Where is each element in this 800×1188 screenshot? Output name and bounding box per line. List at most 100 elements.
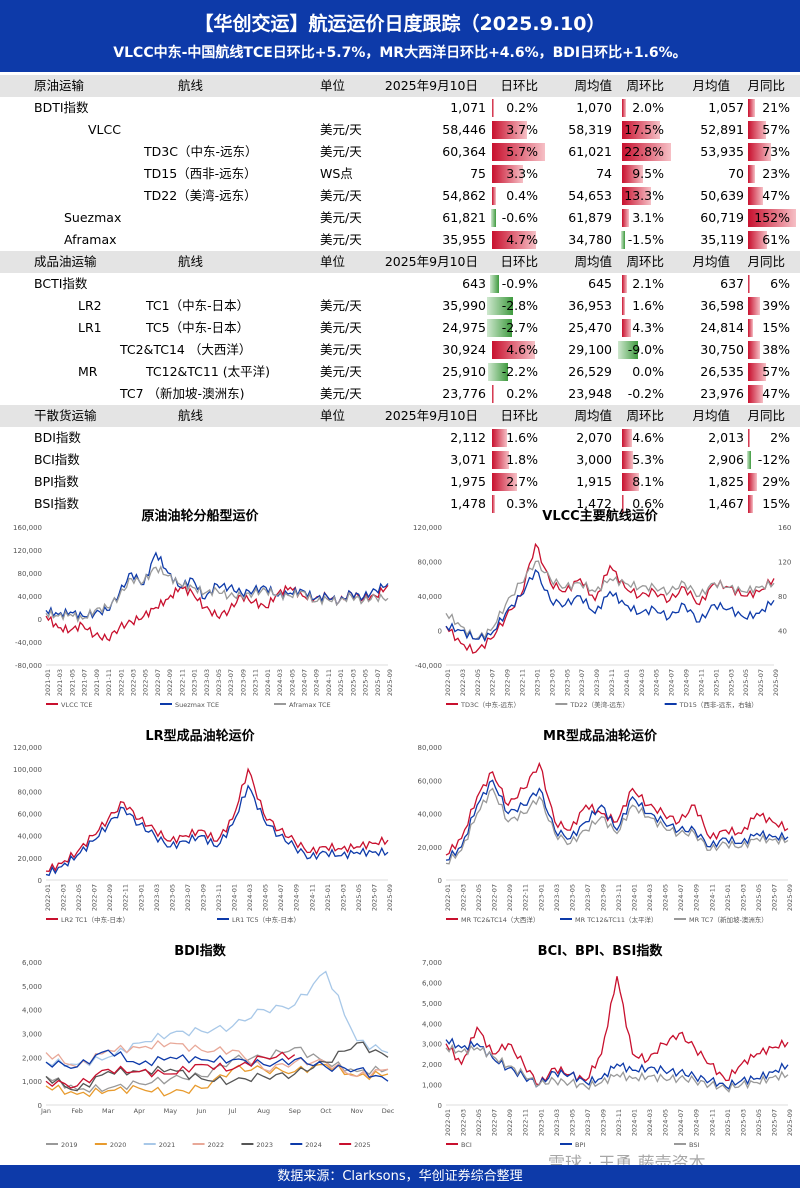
x-tick-label: 2022-05 [75,884,83,911]
cell-value: 1,478 [450,496,486,511]
x-tick-label: 2024-11 [325,669,333,696]
header-cell: 月均值 [692,254,730,269]
header-cell: 2025年9月10日 [384,78,478,93]
cell-dod: 3.3% [506,166,538,181]
cell-dod: 4.6% [506,342,538,357]
cell-week: 25,470 [568,320,612,335]
header-cell: 月同比 [747,78,785,93]
series-line [445,761,789,856]
yoy-bar [748,429,750,447]
cell-value: 54,862 [442,188,486,203]
cell-month: 53,935 [700,144,744,159]
cell-month: 50,639 [700,188,744,203]
y-tick-label: 100,000 [13,766,42,774]
cell-month: 30,750 [700,342,744,357]
wow-bar [622,451,634,469]
x-tick-label: 2021-03 [56,669,64,696]
cell-month: 52,891 [700,122,744,137]
series-line [45,551,389,621]
y-tick-label: 40,000 [418,593,443,601]
y-tick-label: 1,000 [22,1078,42,1086]
x-tick-label: 2022-07 [154,669,162,696]
series-line [45,1049,389,1082]
cell-yoy: 6% [770,276,790,291]
cell-week: 29,100 [568,342,612,357]
cell-yoy: 47% [762,386,790,401]
table-header: 干散货运输 航线 单位 2025年9月10日 日环比 周均值 周环比 月均值 月同比 [0,405,800,427]
x-tick-label: 2023-07 [184,884,192,911]
cell-value: 1,071 [450,100,486,115]
cell-yoy: -12% [757,452,790,467]
cell-dod: 0.4% [506,188,538,203]
x-tick-label: 2022-01 [44,884,52,911]
x-tick-label: 2025-01 [724,1109,732,1136]
yoy-bar [748,363,766,381]
x-tick-label: May [164,1107,178,1115]
x-tick-label: 2022-01 [444,669,452,696]
dod-bar [490,209,497,227]
cell-dod: 3.7% [506,122,538,137]
x-tick-label: 2023-11 [215,884,223,911]
cell-dod: 0.2% [506,100,538,115]
x-tick-label: 2023-03 [153,884,161,911]
cell-yoy: 29% [762,474,790,489]
y-tick-label: 2,000 [22,1054,42,1062]
dod-bar [492,473,518,491]
wow-bar [622,495,624,513]
cell-value: 75 [470,166,486,181]
x-tick-label: 2025-07 [370,884,378,911]
cell-route: TC12&TC11 (太平洋) [146,364,271,379]
dod-bar [487,363,509,381]
dod-bar [492,231,536,249]
x-tick-label: 2023-11 [615,1109,623,1136]
cell-route: TC1（中东-日本） [146,298,250,313]
x-tick-label: 2022-09 [504,669,512,696]
x-tick-label: Oct [320,1107,332,1115]
x-tick-label: 2024-07 [668,669,676,696]
legend-label: BSI [689,1141,699,1149]
x-tick-label: 2022-11 [522,1109,530,1136]
cell-name: LR1 [78,320,102,335]
y-tick-label: 5,000 [422,1000,442,1008]
x-tick-label: 2023-11 [252,669,260,696]
cell-name: BDTI指数 [34,100,89,115]
header-cell: 月均值 [692,78,730,93]
x-tick-label: 2024-05 [662,1109,670,1136]
header-cell: 2025年9月10日 [384,408,478,423]
cell-month: 26,535 [700,364,744,379]
yoy-bar [747,451,751,469]
cell-unit: 美元/天 [320,232,362,247]
x-tick-label: 2025-05 [755,1109,763,1136]
x-tick-label: Mar [102,1107,115,1115]
x-tick-label: 2024-01 [631,884,639,911]
x-tick-label: 2024-09 [293,884,301,911]
x-tick-label: 2024-11 [708,884,716,911]
header-cell: 日环比 [500,254,538,269]
cell-week: 58,319 [568,122,612,137]
cell-yoy: 38% [762,342,790,357]
wow-bar [622,429,632,447]
cell-unit: 美元/天 [320,364,362,379]
x-tick-label: 2022-07 [491,1109,499,1136]
cell-unit: 美元/天 [320,386,362,401]
y-tick-label: 4,000 [22,1007,42,1015]
cell-value: 30,924 [442,342,486,357]
wow-bar [622,165,643,183]
cell-yoy: 57% [762,122,790,137]
x-tick-label: 2023-09 [599,884,607,911]
cell-yoy: 61% [762,232,790,247]
cell-route: TD3C（中东-远东） [144,144,258,159]
cell-unit: 美元/天 [320,122,362,137]
header-cell: 单位 [320,408,346,423]
cell-value: 643 [462,276,486,291]
cell-yoy: 152% [754,210,790,225]
y-tick-label: 6,000 [422,979,442,987]
y-tick-label: 1,000 [422,1082,442,1090]
x-tick-label: 2021-01 [44,669,52,696]
x-tick-label: 2023-11 [608,669,616,696]
x-tick-label: 2025-03 [727,669,735,696]
cell-yoy: 73% [762,144,790,159]
report-banner: 【华创交运】航运运价日度跟踪（2025.9.10） VLCC中东-中国航线TCE… [0,0,800,72]
dod-bar [486,297,513,315]
cell-month: 23,976 [700,386,744,401]
